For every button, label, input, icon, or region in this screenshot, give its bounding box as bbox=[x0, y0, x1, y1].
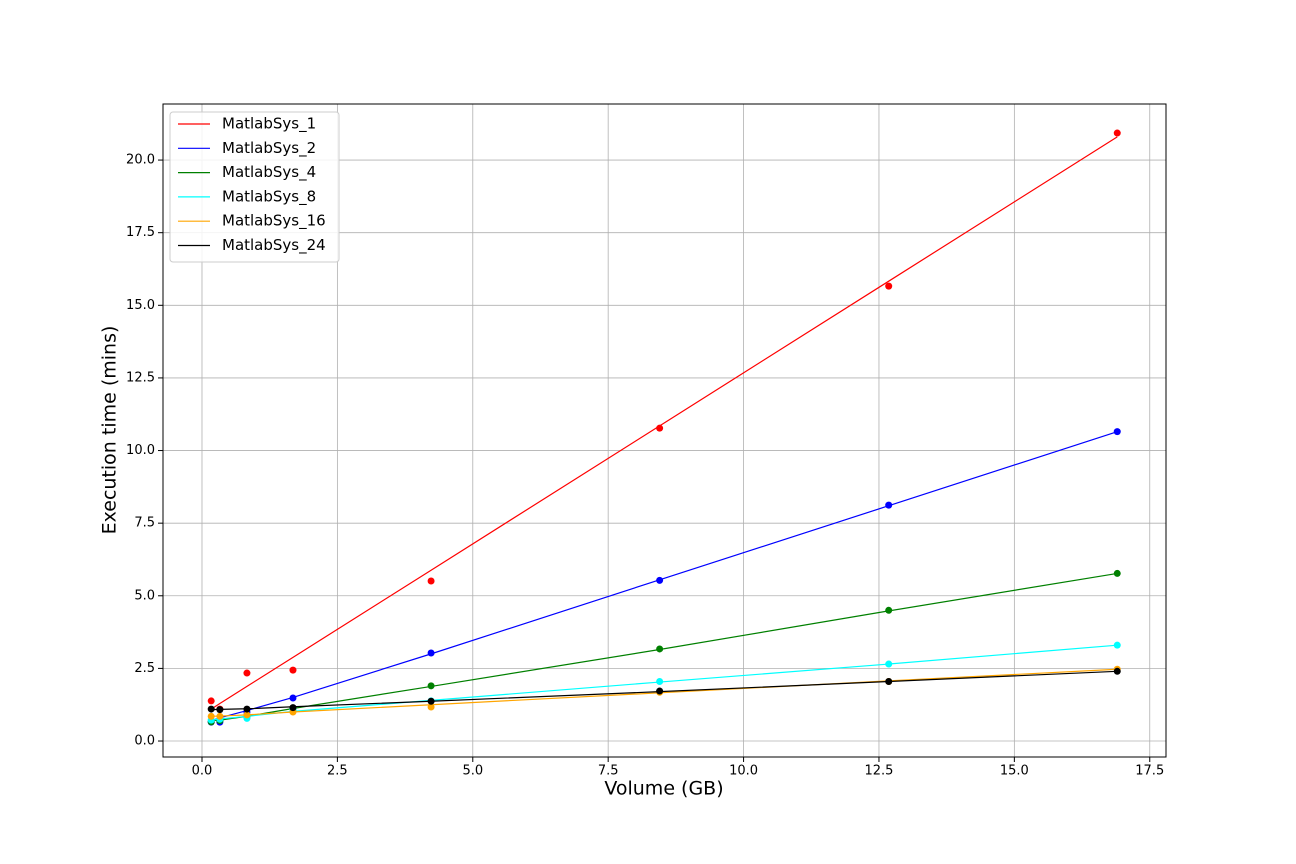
point bbox=[243, 669, 251, 677]
x-tick-label: 7.5 bbox=[598, 764, 619, 779]
y-tick-label: 12.5 bbox=[126, 370, 155, 385]
y-tick-label: 0.0 bbox=[134, 734, 155, 749]
x-tick-label: 15.0 bbox=[1000, 764, 1029, 779]
point bbox=[427, 649, 435, 657]
legend-box bbox=[169, 111, 340, 263]
fit-line bbox=[211, 431, 1118, 722]
point bbox=[243, 705, 251, 713]
y-axis-label: Execution time (mins) bbox=[99, 326, 121, 535]
y-tick-label: 2.5 bbox=[134, 661, 155, 676]
y-tick-label: 20.0 bbox=[126, 153, 155, 168]
point bbox=[289, 666, 297, 674]
x-tick-label: 2.5 bbox=[327, 764, 348, 779]
y-tick-label: 7.5 bbox=[134, 516, 155, 531]
point bbox=[243, 711, 251, 719]
fit-line bbox=[211, 572, 1118, 722]
legend-label: MatlabSys_16 bbox=[222, 212, 326, 231]
point bbox=[289, 694, 297, 702]
y-tick-label: 5.0 bbox=[134, 588, 155, 603]
point bbox=[656, 424, 664, 432]
legend-label: MatlabSys_8 bbox=[222, 187, 316, 206]
y-tick-label: 10.0 bbox=[126, 443, 155, 458]
point bbox=[216, 712, 224, 720]
point bbox=[427, 577, 435, 585]
fit-line bbox=[211, 644, 1118, 721]
point bbox=[656, 645, 664, 653]
legend-label: MatlabSys_4 bbox=[222, 163, 316, 182]
y-tick-label: 15.0 bbox=[126, 298, 155, 313]
plot-frame bbox=[162, 103, 1167, 758]
x-tick-label: 17.5 bbox=[1135, 764, 1164, 779]
point bbox=[1113, 569, 1121, 577]
point bbox=[1113, 641, 1121, 649]
point bbox=[656, 576, 664, 584]
x-tick-label: 5.0 bbox=[462, 764, 483, 779]
x-tick-label: 10.0 bbox=[729, 764, 758, 779]
point bbox=[1113, 129, 1121, 137]
x-tick-label: 0.0 bbox=[192, 764, 213, 779]
point bbox=[207, 705, 215, 713]
point bbox=[656, 687, 664, 695]
point bbox=[427, 682, 435, 690]
point bbox=[1113, 667, 1121, 675]
x-tick-label: 12.5 bbox=[864, 764, 893, 779]
x-axis-label: Volume (GB) bbox=[604, 778, 723, 800]
fit-line bbox=[211, 668, 1118, 717]
point bbox=[656, 677, 664, 685]
legend-label: MatlabSys_1 bbox=[222, 115, 316, 134]
fit-line bbox=[211, 670, 1118, 711]
legend-label: MatlabSys_24 bbox=[222, 236, 326, 255]
point bbox=[216, 706, 224, 714]
point bbox=[885, 282, 893, 290]
point bbox=[207, 697, 215, 705]
fit-line bbox=[210, 136, 1118, 710]
point bbox=[207, 712, 215, 720]
point bbox=[1113, 428, 1121, 436]
point bbox=[289, 704, 297, 712]
point bbox=[427, 703, 435, 711]
point bbox=[885, 501, 893, 509]
point bbox=[885, 677, 893, 685]
legend-label: MatlabSys_2 bbox=[222, 139, 316, 158]
point bbox=[885, 606, 893, 614]
point bbox=[885, 660, 893, 668]
point bbox=[427, 697, 435, 705]
y-tick-label: 17.5 bbox=[126, 225, 155, 240]
